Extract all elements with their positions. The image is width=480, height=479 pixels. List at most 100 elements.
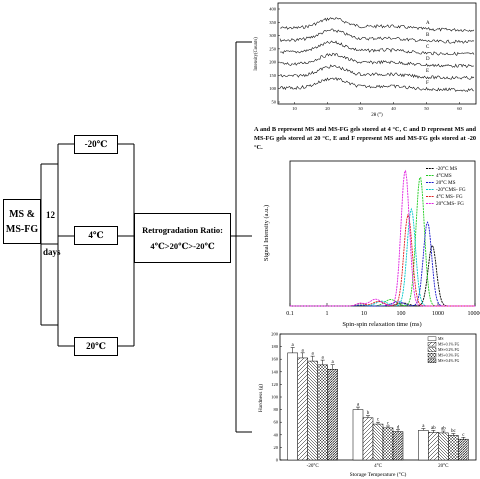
t2-legend-label: 20°C MS bbox=[436, 179, 456, 186]
hardness-bar bbox=[287, 352, 298, 461]
t2-series-line bbox=[290, 213, 475, 307]
hardness-ytick-label: 200 bbox=[271, 332, 279, 337]
hardness-letter: a bbox=[302, 348, 305, 353]
xrd-curve-label: F bbox=[426, 81, 429, 86]
xrd-curve-label: E bbox=[426, 69, 429, 74]
xrd-curve bbox=[279, 40, 475, 56]
hardness-letter: ab bbox=[431, 426, 436, 431]
sample-label: MS & MS-FG bbox=[5, 208, 39, 235]
hardness-ylabel: Hardness (g) bbox=[257, 384, 264, 412]
t2-series-line bbox=[290, 169, 475, 307]
t2-legend-label: -20°C MS bbox=[436, 165, 457, 172]
hardness-letter: c bbox=[462, 433, 465, 438]
t2-series-line bbox=[290, 244, 475, 307]
xrd-curve-label: C bbox=[426, 45, 430, 50]
hardness-ytick-label: 0 bbox=[276, 458, 279, 463]
temp-box-20: 20℃ bbox=[74, 337, 118, 356]
hardness-legend-label: MS+0.4% FG bbox=[438, 359, 460, 363]
temp-box-4: 4℃ bbox=[74, 226, 118, 245]
duration-unit: days bbox=[43, 247, 61, 257]
t2-xtick-label: 10 bbox=[361, 311, 367, 317]
t2-xtick-label: 100 bbox=[397, 311, 406, 317]
xrd-plot-frame bbox=[277, 2, 477, 105]
hardness-bar bbox=[317, 364, 328, 461]
temp-label-4: 4℃ bbox=[88, 230, 104, 240]
xrd-ylabel: Intensity(Counts) bbox=[254, 37, 259, 71]
xrd-ytick-label: 350 bbox=[269, 20, 277, 25]
xrd-xlabel: 2θ (°) bbox=[371, 113, 383, 118]
hardness-legend-swatch bbox=[427, 347, 437, 352]
hardness-letter: b bbox=[367, 411, 370, 416]
duration-number: 12 bbox=[46, 210, 55, 220]
xrd-caption: A and B represent MS and MS-FG gels stor… bbox=[254, 126, 476, 152]
hardness-letter: c bbox=[387, 421, 390, 426]
t2-legend-label: -20°CMS- FG bbox=[436, 186, 466, 193]
temp-label-minus20: -20℃ bbox=[84, 139, 108, 149]
hardness-bar bbox=[448, 435, 459, 461]
xrd-ytick-label: 150 bbox=[269, 73, 277, 78]
xrd-curve-label: D bbox=[426, 57, 430, 62]
hardness-legend-swatch bbox=[427, 336, 437, 341]
hardness-letter: ab bbox=[441, 427, 446, 432]
hardness-bar bbox=[392, 431, 404, 461]
hardness-ytick-label: 100 bbox=[271, 395, 279, 400]
hardness-category-label: -20°C bbox=[307, 464, 320, 469]
hardness-ytick-label: 120 bbox=[271, 382, 279, 387]
hardness-legend-label: MS bbox=[438, 337, 444, 341]
hardness-letter: a bbox=[322, 356, 325, 361]
xrd-ytick-label: 200 bbox=[269, 60, 277, 65]
hardness-category-label: 4°C bbox=[374, 464, 382, 469]
hardness-bar bbox=[382, 427, 394, 461]
hardness-letter: c bbox=[377, 418, 380, 423]
hardness-ytick-label: 60 bbox=[274, 420, 279, 425]
xrd-ytick-label: 400 bbox=[269, 7, 277, 12]
t2-xlabel: Spin-spin relaxation time (ms) bbox=[342, 321, 421, 328]
t2-series-line bbox=[290, 207, 475, 307]
hardness-letter: d bbox=[397, 425, 400, 430]
xrd-curve bbox=[279, 77, 475, 92]
hardness-xlabel: Storage Temperature (°C) bbox=[350, 471, 407, 478]
xrd-ytick-label: 100 bbox=[269, 86, 277, 91]
hardness-legend-swatch bbox=[427, 353, 437, 358]
t2-ylabel: Signal Intensity (a.u.) bbox=[263, 205, 270, 261]
xrd-chart: 400 350 300 250 200 150 100 50 10 20 30 40 50 60 A B C… bbox=[254, 2, 477, 118]
hardness-category-label: 20°C bbox=[438, 464, 449, 469]
hardness-bar bbox=[327, 369, 338, 461]
retro-title: Retrogradation Ratio: bbox=[142, 224, 223, 235]
hardness-ytick-label: 80 bbox=[274, 407, 279, 412]
hardness-legend-swatch bbox=[427, 358, 437, 363]
xrd-ytick-label: 300 bbox=[269, 33, 277, 38]
hardness-legend-label: MS+0.2% FG bbox=[438, 348, 460, 352]
t2-xtick-label: 1 bbox=[326, 311, 329, 317]
hardness-ytick-label: 20 bbox=[274, 445, 279, 450]
t2-series-line bbox=[290, 221, 475, 307]
hardness-bar bbox=[418, 430, 429, 461]
xrd-xtick-label: 20 bbox=[325, 106, 330, 111]
t2-xtick-label: 10000 bbox=[468, 311, 480, 317]
hardness-letter: a bbox=[422, 424, 425, 429]
hardness-bar bbox=[458, 438, 469, 461]
hardness-bar bbox=[428, 432, 439, 461]
xrd-xtick-label: 60 bbox=[457, 106, 462, 111]
hardness-bar bbox=[352, 409, 364, 461]
hardness-bar bbox=[362, 417, 374, 461]
hardness-bar bbox=[372, 423, 384, 461]
xrd-curve-label: B bbox=[426, 33, 430, 38]
hardness-letter: bc bbox=[451, 429, 457, 434]
hardness-letter: a bbox=[332, 360, 335, 365]
retro-order: 4℃>20℃>-20℃ bbox=[150, 241, 215, 251]
xrd-ytick-label: 250 bbox=[269, 46, 277, 51]
hardness-ytick-label: 180 bbox=[271, 344, 279, 349]
hardness-bar bbox=[297, 357, 308, 461]
xrd-xtick-label: 10 bbox=[292, 106, 297, 111]
xrd-xtick-label: 30 bbox=[358, 106, 363, 111]
xrd-xtick-label: 40 bbox=[391, 106, 396, 111]
xrd-curve-label: A bbox=[426, 21, 430, 26]
hardness-ytick-label: 140 bbox=[271, 369, 279, 374]
hardness-bar bbox=[307, 360, 318, 461]
t2-legend-label: 20°CMS- FG bbox=[436, 200, 464, 207]
t2-xtick-label: 0.1 bbox=[286, 311, 294, 317]
